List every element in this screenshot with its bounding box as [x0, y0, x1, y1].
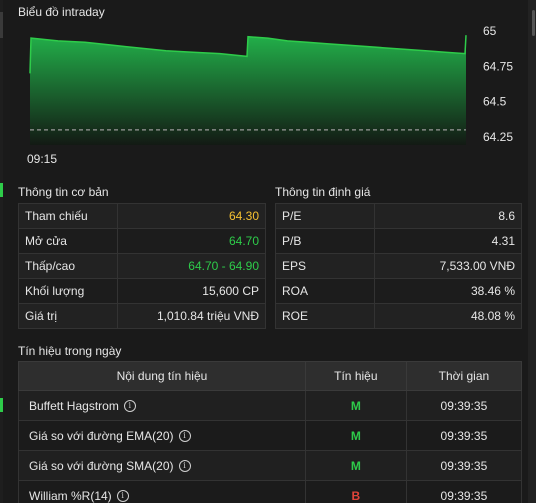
basic-info-value: 64.70 - 64.90	[117, 253, 266, 279]
intraday-chart: 65 64.75 64.5 64.25 09:15	[27, 24, 513, 166]
info-icon[interactable]: i	[178, 430, 191, 443]
basic-info-label: Tham chiếu	[18, 203, 118, 229]
signal-name: Buffett Hagstrom	[29, 398, 119, 413]
valuation-row: EPS 7,533.00 VNĐ	[275, 253, 522, 279]
valuation-label: ROE	[275, 303, 375, 329]
basic-info-row: Tham chiếu 64.30	[18, 203, 266, 229]
valuation-title: Thông tin định giá	[275, 185, 371, 199]
price-area	[30, 35, 466, 146]
basic-info-row: Thấp/cao 64.70 - 64.90	[18, 253, 266, 279]
valuation-label: P/E	[275, 203, 375, 229]
basic-info-title: Thông tin cơ bản	[18, 185, 109, 199]
signal-name: Giá so với đường SMA(20)	[29, 458, 174, 473]
basic-info-table: Tham chiếu 64.30 Mở cửa 64.70 Thấp/cao 64.70 …	[18, 203, 266, 329]
left-edge-green-marker	[0, 183, 3, 197]
basic-info-label: Khối lượng	[18, 278, 118, 304]
scrollbar-track[interactable]	[528, 0, 536, 503]
valuation-label: ROA	[275, 278, 375, 304]
valuation-value: 48.08 %	[374, 303, 522, 329]
basic-info-row: Giá trị 1,010.84 triệu VNĐ	[18, 303, 266, 329]
signals-title: Tín hiệu trong ngày	[18, 344, 122, 358]
signal-time: 09:39:35	[405, 480, 523, 503]
valuation-row: P/B 4.31	[275, 228, 522, 254]
valuation-value: 38.46 %	[374, 278, 522, 304]
left-edge-strip	[0, 0, 3, 503]
y-tick-label: 64.5	[483, 95, 507, 109]
signal-time: 09:39:35	[405, 420, 523, 451]
intraday-chart-title: Biểu đồ intraday	[18, 5, 105, 19]
x-tick-label: 09:15	[27, 152, 57, 166]
basic-info-label: Giá trị	[18, 303, 118, 329]
signals-header-time[interactable]: Thời gian	[405, 361, 523, 391]
info-icon[interactable]: i	[123, 400, 136, 413]
info-icon[interactable]: i	[178, 460, 191, 473]
signals-header-signal[interactable]: Tín hiệu	[304, 361, 407, 391]
valuation-value: 4.31	[374, 228, 522, 254]
basic-info-row: Khối lượng 15,600 CP	[18, 278, 266, 304]
signal-name-cell: Giá so với đường EMA(20) i	[18, 420, 306, 451]
signals-table: Nội dung tín hiệu Tín hiệu Thời gian Buf…	[18, 361, 523, 503]
signal-row[interactable]: William %R(14) i B 09:39:35	[18, 480, 523, 503]
signal-time: 09:39:35	[405, 450, 523, 481]
basic-info-label: Thấp/cao	[18, 253, 118, 279]
basic-info-label: Mở cửa	[18, 228, 118, 254]
signal-name-cell: Buffett Hagstrom i	[18, 390, 306, 421]
signal-row[interactable]: Buffett Hagstrom i M 09:39:35	[18, 390, 523, 421]
info-icon[interactable]: i	[116, 490, 129, 503]
y-tick-label: 64.75	[483, 59, 513, 73]
signal-name: William %R(14)	[29, 488, 112, 503]
y-tick-label: 64.25	[483, 130, 513, 144]
signal-value: M	[304, 420, 407, 451]
valuation-value: 8.6	[374, 203, 522, 229]
signal-time: 09:39:35	[405, 390, 523, 421]
valuation-value: 7,533.00 VNĐ	[374, 253, 522, 279]
signal-name-cell: William %R(14) i	[18, 480, 306, 503]
signal-row[interactable]: Giá so với đường SMA(20) i M 09:39:35	[18, 450, 523, 481]
basic-info-value: 1,010.84 triệu VNĐ	[117, 303, 266, 329]
signals-header-content[interactable]: Nội dung tín hiệu	[18, 361, 306, 391]
basic-info-row: Mở cửa 64.70	[18, 228, 266, 254]
signal-name-cell: Giá so với đường SMA(20) i	[18, 450, 306, 481]
basic-info-value: 15,600 CP	[117, 278, 266, 304]
scrollbar-thumb[interactable]	[532, 10, 535, 36]
left-edge-green-marker-2	[0, 398, 3, 412]
valuation-row: ROA 38.46 %	[275, 278, 522, 304]
valuation-row: ROE 48.08 %	[275, 303, 522, 329]
signal-value: M	[304, 450, 407, 481]
valuation-row: P/E 8.6	[275, 203, 522, 229]
valuation-table: P/E 8.6 P/B 4.31 EPS 7,533.00 VNĐ ROA 38.46 % RO…	[275, 203, 522, 329]
signal-value: M	[304, 390, 407, 421]
price-line	[29, 35, 467, 74]
signal-name: Giá so với đường EMA(20)	[29, 428, 174, 443]
signal-row[interactable]: Giá so với đường EMA(20) i M 09:39:35	[18, 420, 523, 451]
basic-info-value: 64.30	[117, 203, 266, 229]
valuation-label: P/B	[275, 228, 375, 254]
signal-value: B	[304, 480, 407, 503]
left-edge-gray-marker	[0, 12, 3, 38]
valuation-label: EPS	[275, 253, 375, 279]
y-tick-label: 65	[483, 24, 497, 38]
basic-info-value: 64.70	[117, 228, 266, 254]
